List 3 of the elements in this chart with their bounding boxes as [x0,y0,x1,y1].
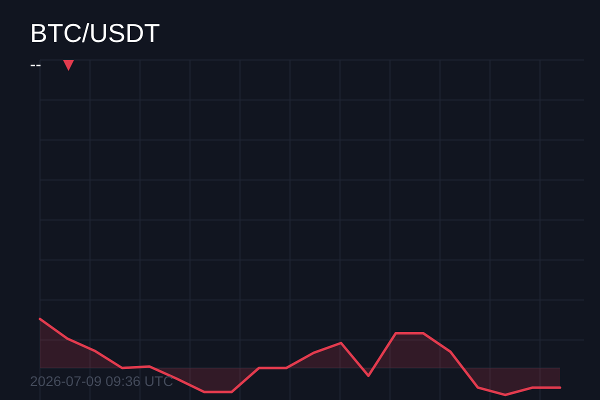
chart-title: BTC/USDT [30,18,160,48]
chart-subtitle: -- [30,55,42,74]
annotation: 2026-07-09 09:36 UTC [30,373,174,389]
